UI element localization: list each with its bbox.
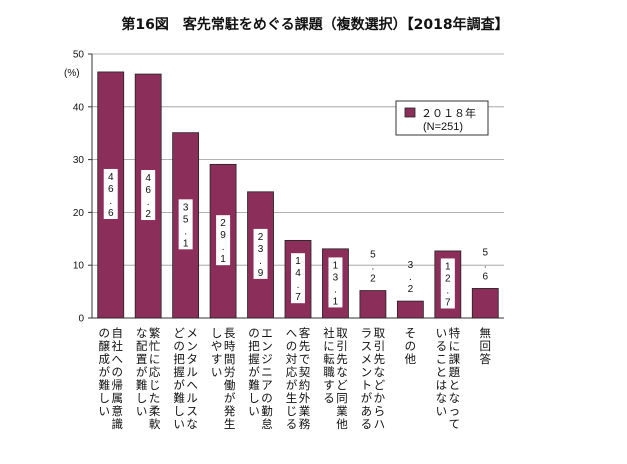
chart-title: 第16図 客先常駐をめぐる課題（複数選択）【2018年調査】 bbox=[121, 16, 508, 33]
category-label-text: 客先で契約外業務 bbox=[299, 326, 311, 431]
category-label-text: ラスメントがある bbox=[361, 326, 373, 431]
category-label-text: その他 bbox=[405, 326, 417, 366]
category-label-text: 自社への帰属意識 bbox=[111, 326, 123, 431]
bar bbox=[359, 290, 387, 319]
legend: ２０１８年 (N=251) bbox=[395, 100, 489, 136]
category-label-text: 取引先など同業他 bbox=[336, 326, 348, 431]
y-tick-label: 50 bbox=[73, 50, 85, 61]
value-label-bg bbox=[440, 258, 455, 309]
category-label-text: の把握が難しい bbox=[248, 326, 260, 418]
value-label-bg bbox=[328, 257, 343, 308]
category-label-text: 取引先などからハ bbox=[374, 326, 386, 431]
bar-layer: 4 6. 6 4 6. 2 3 5. 1 2 9. 1 2 3. 9 1 4. 7 1 3. 1 5. 2 3. 2 1 2. 7 5.… bbox=[97, 71, 499, 319]
value-label-text: 5.2 bbox=[370, 250, 376, 285]
value-label-bg bbox=[253, 228, 268, 279]
category-label-text: 特に課題となって bbox=[449, 326, 461, 431]
value-label: 5.6 bbox=[482, 247, 488, 282]
category-label-text: 繁忙に応じた柔軟 bbox=[149, 326, 161, 431]
value-label-bg bbox=[216, 215, 231, 266]
value-label-bg bbox=[141, 170, 156, 221]
value-label: 3.2 bbox=[408, 260, 414, 295]
y-tick-label: 10 bbox=[73, 261, 85, 272]
category-label-text: いることはない bbox=[436, 326, 448, 418]
legend-label: ２０１８年 bbox=[421, 106, 476, 120]
category-label: 無回答 bbox=[480, 326, 492, 366]
category-label-text: 長時間労働が発生 bbox=[224, 326, 236, 431]
legend-box bbox=[395, 100, 489, 136]
category-label: その他 bbox=[405, 326, 417, 366]
value-label-text: 5.6 bbox=[482, 247, 488, 282]
category-label-text: の醸成が難しい bbox=[98, 326, 110, 418]
value-label-bg bbox=[291, 253, 305, 304]
category-label-text: どの把握が難しい bbox=[173, 326, 185, 431]
y-tick-label: 40 bbox=[73, 102, 85, 113]
category-label-text: 社に転職する bbox=[323, 326, 335, 405]
y-axis-unit: (%) bbox=[64, 68, 80, 79]
legend-sublabel: (N=251) bbox=[423, 121, 463, 133]
y-tick-label: 30 bbox=[73, 155, 85, 166]
value-label: 5.2 bbox=[370, 250, 376, 285]
category-label-text: への対応が生じる bbox=[286, 326, 298, 431]
category-label-text: な配置が難しい bbox=[136, 326, 148, 418]
value-label-bg bbox=[103, 168, 118, 219]
category-label-layer: 自社への帰属意識の醸成が難しい繁忙に応じた柔軟な配置が難しいメンタルヘルスなどの… bbox=[98, 326, 491, 431]
category-label-text: 無回答 bbox=[480, 326, 492, 366]
bar bbox=[396, 300, 424, 319]
value-label-text: 3.2 bbox=[408, 260, 414, 295]
category-label-text: エンジニアの勤怠 bbox=[261, 326, 273, 431]
value-label-bg bbox=[178, 199, 193, 250]
category-label-text: しやすい bbox=[211, 326, 223, 379]
legend-swatch bbox=[404, 107, 416, 118]
y-tick-label: 20 bbox=[73, 208, 85, 219]
bar bbox=[471, 288, 499, 319]
category-label-text: メンタルヘルスな bbox=[186, 326, 198, 431]
y-tick-label: 0 bbox=[78, 314, 84, 325]
